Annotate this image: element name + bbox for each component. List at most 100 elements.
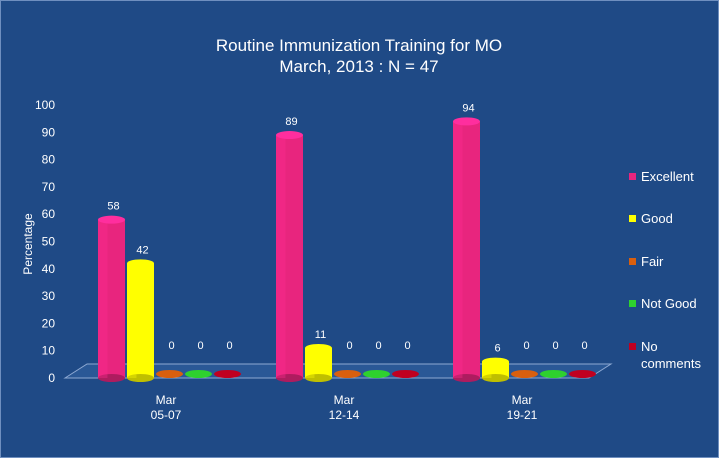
data-label: 0 <box>168 340 174 352</box>
bar-flat <box>334 370 361 378</box>
bar: 0 <box>156 340 183 378</box>
bar-base <box>276 374 303 382</box>
data-label: 94 <box>462 102 474 114</box>
bar-top <box>276 131 303 140</box>
bar-group: 58 42 0 0 0 89 11 0 0 0 94 6 0 0 0 <box>98 102 596 382</box>
y-tick-label: 60 <box>42 207 56 221</box>
data-label: 0 <box>523 340 529 352</box>
bar-flat <box>392 370 419 378</box>
bar-base <box>482 374 509 382</box>
bar-highlight <box>305 347 315 378</box>
x-tick-label: 19-21 <box>507 408 538 422</box>
x-tick-label: 05-07 <box>151 408 182 422</box>
legend-item: Excellent <box>629 169 694 184</box>
bar-flat <box>214 370 241 378</box>
legend-label: No <box>641 339 658 354</box>
legend-item: Good <box>629 211 673 226</box>
bar-body <box>453 121 480 378</box>
bar-body <box>305 347 332 378</box>
bar-flat <box>156 370 183 378</box>
data-label: 6 <box>494 343 500 355</box>
bar: 0 <box>511 340 538 378</box>
y-tick-label: 50 <box>42 235 56 249</box>
y-tick-label: 70 <box>42 180 56 194</box>
bar: 0 <box>334 340 361 378</box>
bar-flat <box>540 370 567 378</box>
y-tick-label: 0 <box>48 371 55 385</box>
data-label: 0 <box>346 340 352 352</box>
bar: 58 <box>98 201 125 382</box>
legend-swatch <box>629 173 636 180</box>
bar-highlight <box>276 135 286 378</box>
bar-top <box>305 343 332 352</box>
bar: 0 <box>392 340 419 378</box>
bar: 0 <box>569 340 596 378</box>
bar: 42 <box>127 244 154 382</box>
legend-swatch <box>629 258 636 265</box>
bar-top <box>98 215 125 224</box>
legend-label: Fair <box>641 254 664 269</box>
y-tick-label: 40 <box>42 262 56 276</box>
y-tick-label: 90 <box>42 125 56 139</box>
data-label: 0 <box>404 340 410 352</box>
y-axis-ticks: 0 10 20 30 40 50 60 70 80 90 100 <box>35 98 55 385</box>
bar-base <box>98 374 125 382</box>
bar-flat <box>511 370 538 378</box>
bar-flat <box>363 370 390 378</box>
bar-flat <box>569 370 596 378</box>
bar: 0 <box>214 340 241 378</box>
legend-item: No comments <box>629 339 701 371</box>
bar-top <box>453 117 480 126</box>
bar-highlight <box>453 121 463 378</box>
chart-subtitle: March, 2013 : N = 47 <box>279 57 438 76</box>
y-tick-label: 100 <box>35 98 55 112</box>
bar-base <box>127 374 154 382</box>
legend-label: Excellent <box>641 169 694 184</box>
legend-swatch <box>629 300 636 307</box>
bar-body <box>276 135 303 378</box>
legend-swatch <box>629 343 636 350</box>
data-label: 0 <box>197 340 203 352</box>
legend: Excellent Good Fair Not Good No comments <box>629 169 701 371</box>
bar: 94 <box>453 102 480 382</box>
bar-top <box>127 259 154 268</box>
bar-highlight <box>127 263 137 378</box>
bar-body <box>482 361 509 378</box>
legend-swatch <box>629 215 636 222</box>
data-label: 58 <box>107 201 119 213</box>
y-axis-label: Percentage <box>21 213 35 275</box>
bar-top <box>482 357 509 366</box>
bar-highlight <box>482 361 492 378</box>
y-tick-label: 80 <box>42 153 56 167</box>
data-label: 89 <box>285 116 297 128</box>
legend-label: Good <box>641 211 673 226</box>
y-tick-label: 20 <box>42 316 56 330</box>
bar-base <box>305 374 332 382</box>
y-tick-label: 10 <box>42 344 56 358</box>
bar: 11 <box>305 329 332 382</box>
x-tick-label: 12-14 <box>329 408 360 422</box>
data-label: 0 <box>375 340 381 352</box>
x-tick-label: Mar <box>334 393 355 407</box>
data-label: 11 <box>315 329 326 341</box>
bar: 89 <box>276 116 303 382</box>
data-label: 42 <box>136 244 148 256</box>
legend-item: Fair <box>629 254 664 269</box>
data-label: 0 <box>581 340 587 352</box>
data-label: 0 <box>226 340 232 352</box>
legend-label: Not Good <box>641 296 697 311</box>
data-label: 0 <box>552 340 558 352</box>
bar: 6 <box>482 343 509 382</box>
bar-highlight <box>98 219 108 378</box>
legend-label: comments <box>641 356 701 371</box>
x-tick-label: Mar <box>512 393 533 407</box>
bar-flat <box>185 370 212 378</box>
x-tick-label: Mar <box>156 393 177 407</box>
bar: 0 <box>540 340 567 378</box>
bar: 0 <box>363 340 390 378</box>
bar-body <box>127 263 154 378</box>
legend-item: Not Good <box>629 296 697 311</box>
